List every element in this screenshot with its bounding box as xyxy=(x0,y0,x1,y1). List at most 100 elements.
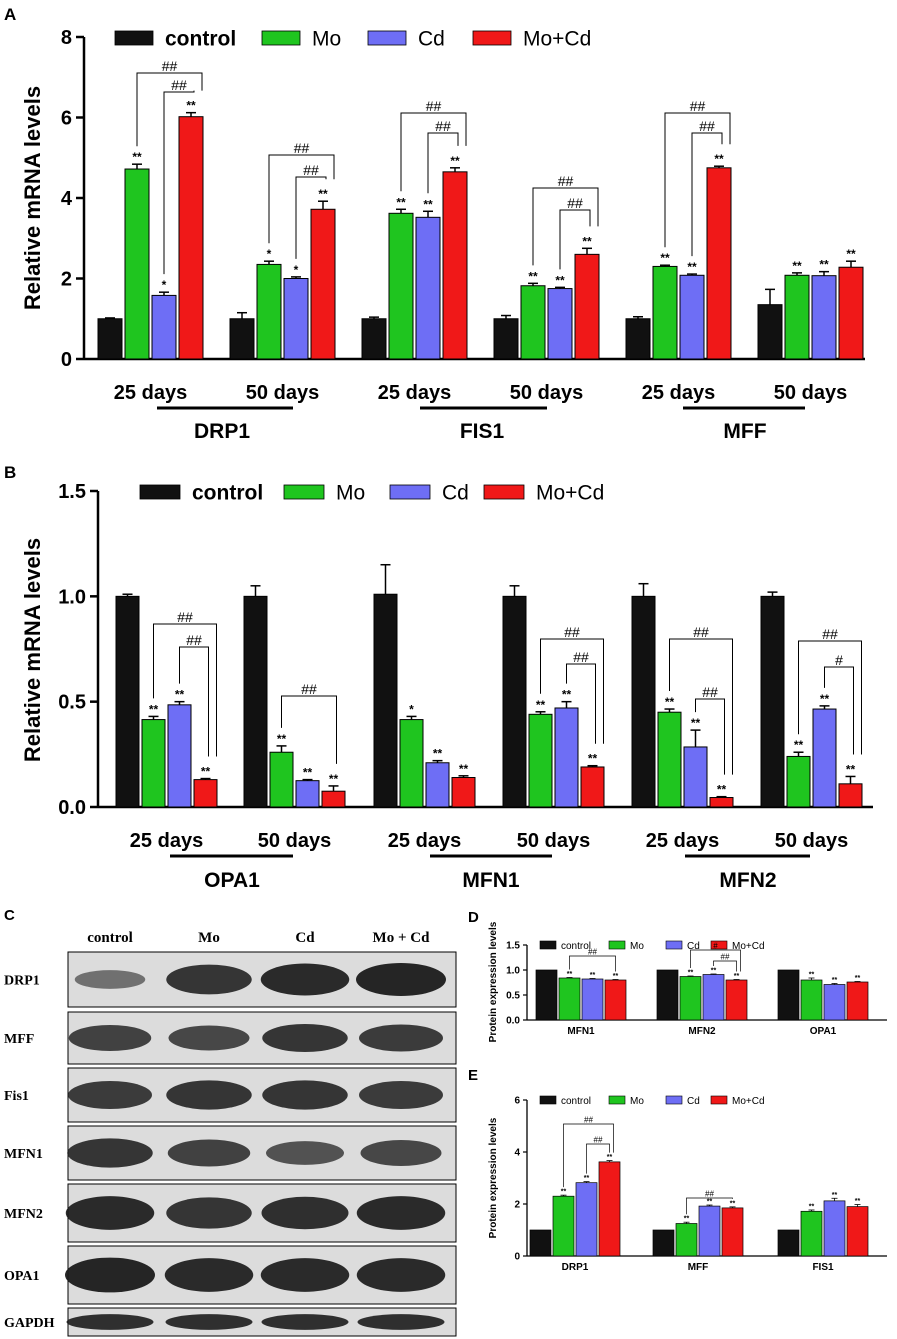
significance-bracket xyxy=(570,956,616,972)
significance-mark: * xyxy=(162,278,167,292)
significance-hash: ## xyxy=(301,681,317,697)
panel-b-plot: 0.0 0.5 1.0 1.5 control Mo Cd Mo+Cd ** ** ** 25 day… xyxy=(58,481,873,892)
group-label-1: 50 days xyxy=(258,830,331,852)
blot-row-label-2: Fis1 xyxy=(4,1089,29,1104)
y-tick-label: 6 xyxy=(514,1096,520,1107)
significance-hash: ## xyxy=(705,1190,714,1199)
significance-mark: ** xyxy=(730,1200,736,1207)
bar-0-0 xyxy=(536,970,557,1020)
significance-mark: ** xyxy=(607,1154,613,1161)
bar-3-1 xyxy=(521,286,545,359)
blot-band-1-2 xyxy=(262,1024,348,1052)
y-tick-label: 2 xyxy=(514,1200,520,1211)
significance-hash: ## xyxy=(558,173,574,189)
blot-band-2-3 xyxy=(359,1081,443,1109)
legend-label-3: Mo+Cd xyxy=(732,1096,765,1107)
bar-2-0 xyxy=(778,1230,799,1256)
blot-band-4-1 xyxy=(166,1197,252,1228)
bar-3-0 xyxy=(494,319,518,359)
bar-4-2 xyxy=(684,747,707,807)
bar-4-1 xyxy=(658,712,681,807)
bar-0-1 xyxy=(142,720,165,807)
significance-mark: ** xyxy=(846,762,856,776)
legend-label-3: Mo+Cd xyxy=(523,27,591,50)
y-tick-label: 0 xyxy=(514,1252,520,1263)
bar-2-1 xyxy=(389,213,413,359)
significance-mark: ** xyxy=(717,783,727,797)
blot-band-3-3 xyxy=(361,1140,442,1166)
blot-band-0-2 xyxy=(261,964,350,996)
legend-label-2: Cd xyxy=(442,481,469,504)
bar-3-0 xyxy=(503,596,526,807)
legend-swatch-0 xyxy=(540,1096,556,1104)
group-label-2: FIS1 xyxy=(812,1262,834,1273)
significance-mark: ** xyxy=(303,766,313,780)
group-label-5: 50 days xyxy=(774,382,847,404)
bar-0-0 xyxy=(116,596,139,807)
bar-1-3 xyxy=(311,209,335,359)
bar-1-1 xyxy=(270,752,293,807)
blot-row-label-4: MFN2 xyxy=(4,1207,43,1222)
blot-band-2-0 xyxy=(68,1081,152,1109)
significance-mark: ** xyxy=(201,765,211,779)
group-label-1: MFN2 xyxy=(688,1026,716,1037)
bar-2-2 xyxy=(416,217,440,359)
bar-5-1 xyxy=(787,756,810,807)
significance-mark: ** xyxy=(536,698,546,712)
significance-mark: ** xyxy=(832,977,838,984)
significance-mark: ** xyxy=(660,251,670,265)
bar-3-3 xyxy=(575,254,599,359)
bar-1-0 xyxy=(653,1230,674,1256)
blot-band-3-0 xyxy=(67,1138,153,1167)
bar-5-0 xyxy=(761,596,784,807)
bar-3-1 xyxy=(529,714,552,807)
legend-swatch-2 xyxy=(666,941,682,949)
bar-2-3 xyxy=(443,172,467,359)
western-blot: control Mo Cd Mo + CdDRP1MFFFis1MFN1MFN2OPA… xyxy=(4,930,456,1336)
group-label-0: 25 days xyxy=(130,830,203,852)
y-tick-label: 0 xyxy=(61,349,72,371)
legend-label-2: Cd xyxy=(687,1096,700,1107)
blot-row-label-6: GAPDH xyxy=(4,1316,55,1331)
legend-swatch-1 xyxy=(609,941,625,949)
significance-mark: ** xyxy=(584,1175,590,1182)
blot-band-5-1 xyxy=(165,1258,254,1292)
blot-band-4-2 xyxy=(262,1197,349,1229)
group-label-0: MFN1 xyxy=(567,1026,595,1037)
significance-mark: ** xyxy=(567,971,573,978)
blot-column-label-1: Mo xyxy=(198,930,220,946)
significance-mark: ** xyxy=(433,747,443,761)
bar-2-3 xyxy=(452,778,475,807)
significance-mark: ** xyxy=(175,688,185,702)
significance-hash: ## xyxy=(171,77,187,93)
group-label-0: DRP1 xyxy=(562,1262,589,1273)
significance-hash: ## xyxy=(721,953,730,962)
bar-0-0 xyxy=(98,319,122,359)
bar-0-2 xyxy=(168,705,191,807)
panel-b: B Relative mRNA levels 0.00.51.01.5 contr… xyxy=(4,463,873,892)
bar-0-1 xyxy=(559,978,580,1020)
bar-2-1 xyxy=(801,1211,822,1256)
bar-2-2 xyxy=(824,985,845,1021)
group-label-3: 50 days xyxy=(510,382,583,404)
legend-swatch-3 xyxy=(711,1096,727,1104)
legend-swatch-2 xyxy=(390,485,430,499)
legend-swatch-1 xyxy=(284,485,324,499)
significance-mark: ** xyxy=(277,732,287,746)
bar-5-3 xyxy=(839,267,863,359)
panel-d-plot: 0.00.51.01.5 control Mo Cd Mo+Cd** ** **MFN1**… xyxy=(506,941,887,1038)
significance-mark: ** xyxy=(132,150,142,164)
bar-0-3 xyxy=(605,980,626,1020)
significance-mark: ** xyxy=(809,972,815,979)
group-label-5: 50 days xyxy=(775,830,848,852)
group-label-2: 25 days xyxy=(378,382,451,404)
significance-mark: ** xyxy=(561,1189,567,1196)
significance-hash: ## xyxy=(690,98,706,114)
bar-0-3 xyxy=(599,1162,620,1256)
group-label-4: 25 days xyxy=(642,382,715,404)
blot-band-5-2 xyxy=(261,1258,350,1292)
bar-2-2 xyxy=(426,763,449,807)
blot-column-label-0: control xyxy=(87,930,133,946)
bar-1-0 xyxy=(244,596,267,807)
gene-label-1: FIS1 xyxy=(460,420,505,443)
